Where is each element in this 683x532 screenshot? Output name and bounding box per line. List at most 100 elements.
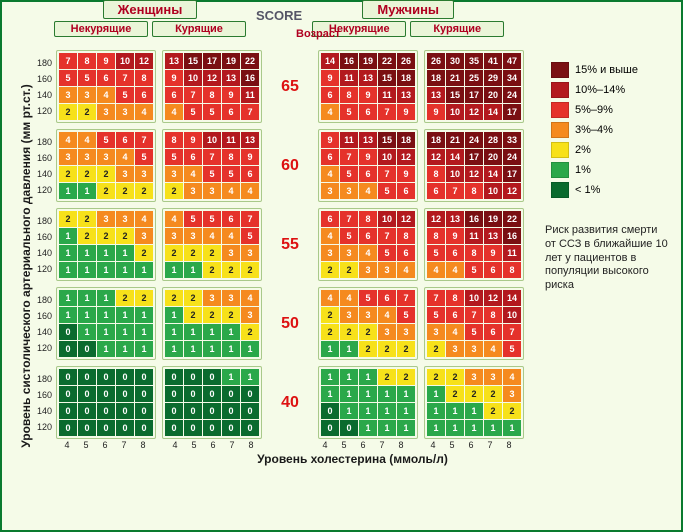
risk-cell: 26: [427, 53, 445, 69]
chol-ticks: 45678: [164, 440, 266, 450]
risk-cell: 24: [503, 149, 521, 165]
risk-cell: 7: [340, 211, 358, 227]
risk-cell: 3: [97, 211, 115, 227]
risk-cell: 5: [241, 228, 259, 244]
legend-item: 3%–4%: [551, 122, 671, 138]
risk-cell: 1: [59, 183, 77, 199]
x-axis-label: Уровень холестерина (ммоль/л): [32, 452, 673, 466]
risk-cell: 3: [503, 386, 521, 402]
risk-cell: 2: [116, 228, 134, 244]
risk-grid: 45567334452223311222: [162, 208, 262, 281]
chol-tick: 5: [443, 440, 461, 450]
risk-cell: 1: [359, 403, 377, 419]
risk-cell: 2: [203, 307, 221, 323]
risk-grid: 182124283312141720248101214176781012: [424, 129, 524, 202]
risk-cell: 2: [97, 228, 115, 244]
risk-cell: 22: [378, 53, 396, 69]
risk-cell: 2: [465, 386, 483, 402]
risk-cell: 3: [116, 104, 134, 120]
risk-cell: 9: [97, 53, 115, 69]
risk-cell: 0: [78, 403, 96, 419]
legend-item: 2%: [551, 142, 671, 158]
risk-cell: 4: [59, 132, 77, 148]
risk-cell: 1: [378, 386, 396, 402]
risk-cell: 6: [359, 104, 377, 120]
risk-cell: 2: [59, 166, 77, 182]
risk-cell: 10: [484, 183, 502, 199]
risk-cell: 10: [378, 211, 396, 227]
risk-cell: 2: [203, 262, 221, 278]
risk-cell: 0: [97, 403, 115, 419]
risk-cell: 5: [340, 228, 358, 244]
risk-cell: 12: [135, 53, 153, 69]
risk-cell: 6: [359, 228, 377, 244]
legend-item: 5%–9%: [551, 102, 671, 118]
risk-cell: 8: [359, 211, 377, 227]
risk-cell: 4: [241, 290, 259, 306]
gender-women: Женщины: [103, 0, 198, 19]
risk-cell: 3: [203, 290, 221, 306]
risk-cell: 4: [78, 132, 96, 148]
risk-cell: 8: [340, 87, 358, 103]
risk-cell: 1: [116, 262, 134, 278]
risk-cell: 4: [222, 228, 240, 244]
risk-cell: 0: [135, 386, 153, 402]
risk-cell: 1: [116, 245, 134, 261]
risk-cell: 3: [241, 307, 259, 323]
risk-cell: 8: [427, 166, 445, 182]
risk-cell: 6: [359, 166, 377, 182]
risk-cell: 26: [397, 53, 415, 69]
risk-cell: 3: [97, 104, 115, 120]
risk-cell: 17: [503, 166, 521, 182]
risk-cell: 14: [484, 166, 502, 182]
risk-cell: 3: [465, 341, 483, 357]
bp-tick: 120: [32, 103, 52, 119]
risk-cell: 6: [116, 132, 134, 148]
risk-cell: 4: [484, 341, 502, 357]
risk-cell: 0: [116, 386, 134, 402]
risk-grid: 7891012556783345622334: [56, 50, 156, 123]
legend-item: 10%–14%: [551, 82, 671, 98]
risk-cell: 4: [165, 104, 183, 120]
risk-cell: 4: [321, 228, 339, 244]
risk-cell: 12: [203, 70, 221, 86]
risk-grid: 22334122231111211111: [56, 208, 156, 281]
risk-cell: 4: [165, 211, 183, 227]
bp-tick: 160: [32, 387, 52, 403]
risk-cell: 0: [184, 369, 202, 385]
risk-cell: 1: [184, 324, 202, 340]
legend-item: 15% и выше: [551, 62, 671, 78]
risk-cell: 2: [97, 183, 115, 199]
legend-swatch: [551, 82, 569, 98]
risk-cell: 12: [503, 183, 521, 199]
chol-ticks: 45678: [314, 440, 416, 450]
risk-grid: 6781012456783345622334: [318, 208, 418, 281]
risk-cell: 29: [484, 70, 502, 86]
gender-men: Мужчины: [362, 0, 454, 19]
risk-cell: 12: [465, 166, 483, 182]
risk-cell: 2: [184, 245, 202, 261]
age-label: 50: [272, 315, 308, 333]
risk-cell: 0: [78, 386, 96, 402]
risk-cell: 0: [59, 386, 77, 402]
legend-item: < 1%: [551, 182, 671, 198]
risk-cell: 0: [59, 369, 77, 385]
risk-cell: 20: [484, 87, 502, 103]
risk-cell: 3: [78, 149, 96, 165]
risk-cell: 0: [165, 420, 183, 436]
risk-cell: 4: [116, 149, 134, 165]
risk-cell: 2: [135, 290, 153, 306]
risk-cell: 4: [340, 290, 358, 306]
risk-grid: 00011000000000000000: [162, 366, 262, 439]
risk-cell: 2: [184, 290, 202, 306]
risk-cell: 8: [135, 70, 153, 86]
risk-cell: 15: [184, 53, 202, 69]
risk-cell: 1: [59, 262, 77, 278]
risk-cell: 2: [446, 386, 464, 402]
risk-cell: 5: [165, 149, 183, 165]
risk-cell: 12: [427, 149, 445, 165]
risk-cell: 5: [378, 183, 396, 199]
risk-cell: 1: [503, 420, 521, 436]
risk-cell: 4: [397, 262, 415, 278]
risk-cell: 2: [78, 211, 96, 227]
